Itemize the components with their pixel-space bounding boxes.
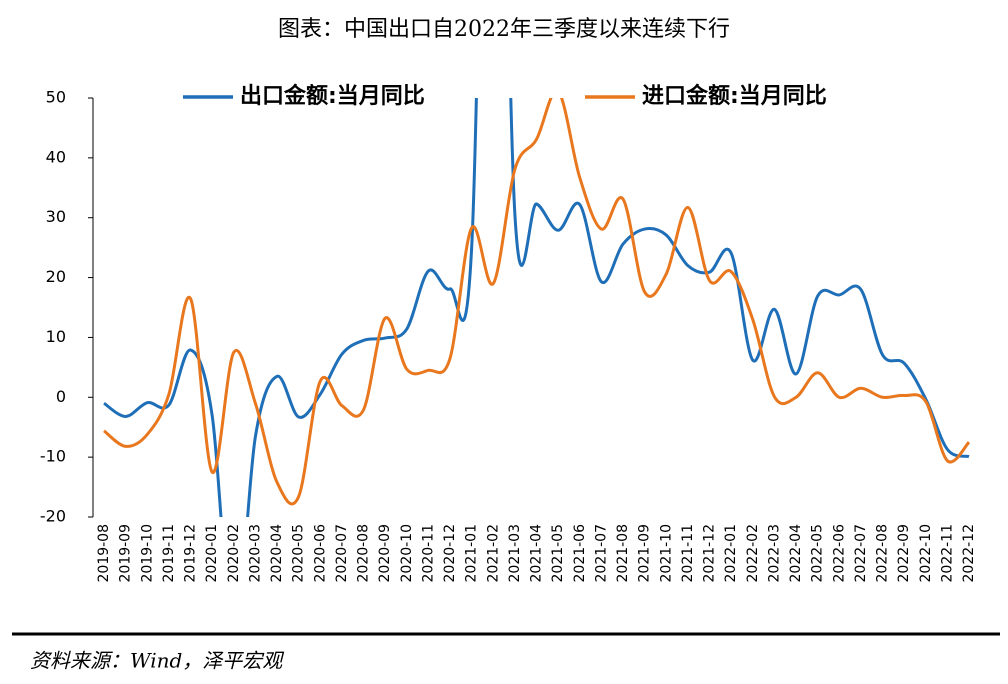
plot (103, 98, 971, 517)
x-tick-label: 2019-09 (118, 524, 134, 583)
source: 资料来源：Wind，泽平宏观 (30, 649, 284, 673)
x-tick-label: 2020-08 (356, 524, 372, 583)
x-tick-label: 2022-03 (766, 524, 782, 583)
x-tick-label: 2021-02 (485, 524, 501, 583)
chart-title: 图表：中国出口自2022年三季度以来连续下行 (278, 17, 730, 42)
x-tick-label: 2021-08 (615, 524, 631, 583)
x-tick-label: 2022-01 (723, 524, 739, 583)
x-tick-label: 2022-02 (745, 524, 761, 583)
x-tick-label: 2020-01 (204, 524, 220, 583)
x-tick-label: 2022-11 (939, 524, 955, 583)
x-tick-label: 2019-08 (96, 524, 112, 583)
x-tick-label: 2019-12 (183, 524, 199, 583)
x-tick-label: 2021-03 (507, 524, 523, 583)
x-tick-label: 2020-05 (291, 524, 307, 583)
legend-label: 进口金额:当月同比 (642, 83, 827, 109)
x-tick-label: 2022-04 (788, 524, 804, 583)
x-tick-label: 2019-10 (139, 524, 155, 583)
x-tick-label: 2020-04 (269, 524, 285, 583)
x-tick-label: 2021-05 (550, 524, 566, 583)
x-tick-label: 2021-09 (637, 524, 653, 583)
x-tick-label: 2021-06 (572, 524, 588, 583)
y-tick-label: 40 (46, 147, 66, 166)
x-tick-label: 2020-09 (377, 524, 393, 583)
x-tick-label: 2021-04 (529, 524, 545, 583)
x-tick-label: 2021-10 (658, 524, 674, 583)
y-tick-label: 0 (56, 387, 66, 406)
y-tick-label: 50 (46, 88, 66, 107)
x-tick-label: 2022-09 (896, 524, 912, 583)
y-tick-label: 20 (46, 267, 66, 286)
x-tick-label: 2022-10 (918, 524, 934, 583)
legend-label: 出口金额:当月同比 (240, 83, 425, 109)
x-tick-label: 2021-01 (464, 524, 480, 583)
x-tick-label: 2020-10 (399, 524, 415, 583)
x-tick-label: 2020-12 (442, 524, 458, 583)
x-tick-label: 2021-07 (593, 524, 609, 583)
y-tick-label: -10 (40, 447, 66, 466)
x-tick-label: 2020-06 (312, 524, 328, 583)
x-tick-label: 2022-05 (810, 524, 826, 583)
y-tick-label: 30 (46, 207, 66, 226)
x-tick-label: 2021-12 (702, 524, 718, 583)
x-tick-label: 2020-07 (334, 524, 350, 583)
series-line (103, 98, 971, 506)
series-line (103, 98, 970, 517)
x-tick-label: 2021-11 (680, 524, 696, 583)
x-tick-label: 2022-07 (853, 524, 869, 583)
x-tick-label: 2022-06 (831, 524, 847, 583)
y-tick-label: 10 (46, 327, 66, 346)
x-tick-label: 2020-11 (420, 524, 436, 583)
x-tick-label: 2019-11 (161, 524, 177, 583)
x-tick-label: 2022-08 (875, 524, 891, 583)
x-tick-label: 2022-12 (961, 524, 977, 583)
y-tick-label: -20 (40, 507, 66, 526)
x-tick-label: 2020-02 (226, 524, 242, 583)
x-tick-label: 2020-03 (247, 524, 263, 583)
